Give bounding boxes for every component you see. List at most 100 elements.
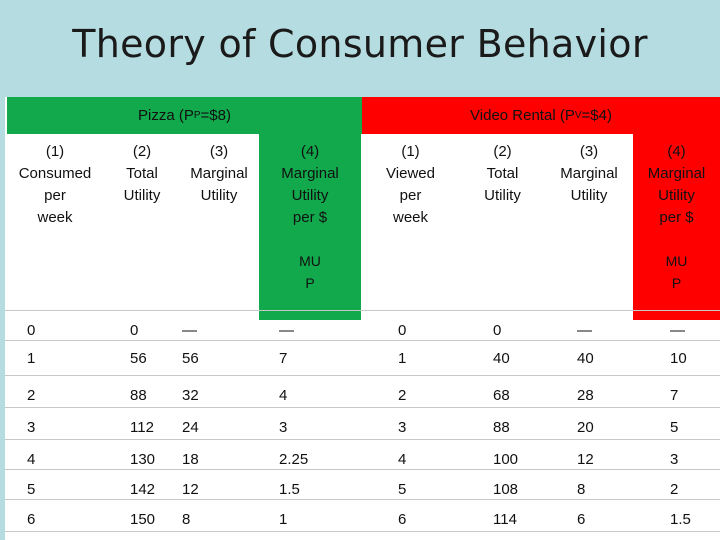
table-cell: 150: [130, 511, 156, 528]
table-cell: 108: [493, 481, 519, 498]
column-header-line: (3): [579, 143, 599, 160]
table-cell: 1.5: [670, 511, 691, 528]
table-cell: —: [182, 322, 197, 339]
column-header-line: Utility: [291, 187, 329, 204]
column-header-line: Viewed: [386, 165, 435, 182]
row-divider: [5, 439, 720, 440]
video-p-label: P: [671, 275, 682, 291]
table-cell: 28: [577, 387, 594, 404]
column-header-line: Utility: [484, 187, 521, 204]
column-header-line: Utility: [570, 187, 608, 204]
video-mu-label: MU: [665, 253, 688, 269]
table-cell: 0: [493, 322, 502, 339]
table-cell: 5: [27, 481, 36, 498]
video-header-rest: =$4): [581, 107, 612, 124]
table-cell: 88: [130, 387, 147, 404]
column-header-line: Marginal: [560, 165, 618, 182]
table-row: 2 88 32 4 2 68 28 7: [5, 380, 720, 411]
table-cell: 68: [493, 387, 510, 404]
table-cell: 1: [279, 511, 288, 528]
table-cell: —: [279, 322, 294, 339]
column-header-line: week: [37, 209, 73, 226]
table-cell: 114: [493, 511, 517, 528]
video-header-name: Video Rental (P: [470, 107, 575, 124]
column-header: (1) Consumed per week: [5, 141, 105, 229]
table-cell: 5: [398, 481, 407, 498]
table-cell: 6: [398, 511, 407, 528]
row-divider: [5, 340, 720, 341]
table-cell: 6: [577, 511, 586, 528]
pizza-mu-per-dollar-column: [259, 134, 361, 320]
table-cell: 112: [130, 419, 154, 436]
pizza-header-rest: =$8): [200, 107, 231, 124]
column-header-line: Utility: [658, 187, 695, 204]
video-header: Video Rental (P V =$4): [362, 97, 720, 134]
column-header: (2) Total Utility: [460, 141, 545, 207]
table-cell: 8: [577, 481, 586, 498]
table-cell: 6: [27, 511, 36, 528]
pizza-header-sub: P: [193, 110, 201, 121]
table-cell: 0: [130, 322, 139, 339]
column-header-line: per: [399, 187, 422, 204]
column-header-line: Total: [486, 165, 519, 182]
pizza-header-name: Pizza (P: [138, 107, 194, 124]
column-header-line: Utility: [123, 187, 161, 204]
column-header-line: per: [44, 187, 66, 204]
table-cell: 130: [130, 451, 156, 468]
table-cell: 10: [670, 350, 687, 367]
table-row: 4 130 18 2.25 4 100 12 3: [5, 444, 720, 475]
column-header-line: Utility: [200, 187, 238, 204]
table-row: 3 112 24 3 3 88 20 5: [5, 412, 720, 443]
column-header-line: week: [392, 209, 429, 226]
row-divider: [5, 310, 720, 311]
table-cell: 3: [670, 451, 679, 468]
table-cell: 3: [27, 419, 36, 436]
table-row: 6 150 8 1 6 114 6 1.5: [5, 504, 720, 535]
pizza-mu-label: MU: [299, 253, 321, 269]
row-divider: [5, 531, 720, 532]
column-header-line: Consumed: [18, 165, 92, 182]
table-cell: 4: [279, 387, 288, 404]
table-cell: 1: [398, 350, 407, 367]
column-header-line: Total: [126, 165, 158, 182]
table-cell: 2: [670, 481, 679, 498]
table-cell: 142: [130, 481, 156, 498]
table-cell: 56: [182, 350, 199, 367]
column-header-line: Marginal: [647, 165, 706, 182]
table-cell: 2.25: [279, 451, 309, 468]
column-header: (4) Marginal Utility per $: [633, 141, 720, 229]
column-header-line: Marginal: [190, 165, 248, 182]
table-cell: 0: [398, 322, 407, 339]
table-cell: 7: [279, 350, 288, 367]
table-cell: 3: [279, 419, 288, 436]
column-header-line: (2): [132, 143, 152, 160]
table-cell: 12: [577, 451, 594, 468]
column-header-line: (1): [401, 143, 420, 160]
table-cell: 56: [130, 350, 147, 367]
table-cell: 12: [182, 481, 199, 498]
utility-table: Pizza (P P =$8) Video Rental (P V =$4) (1) Co…: [5, 97, 720, 540]
table-cell: 1.5: [279, 481, 300, 498]
column-header-line: (2): [493, 143, 512, 160]
column-header-line: (3): [209, 143, 229, 160]
pizza-mu-p-label: MU P: [259, 250, 361, 294]
table-cell: 5: [670, 419, 679, 436]
video-header-sub: V: [574, 110, 582, 121]
pizza-p-label: P: [305, 275, 315, 291]
column-header-line: Marginal: [281, 165, 339, 182]
row-divider: [5, 375, 720, 376]
video-mu-per-dollar-column: [633, 134, 720, 320]
table-cell: 1: [27, 350, 36, 367]
column-header: (3) Marginal Utility: [545, 141, 633, 207]
column-header: (2) Total Utility: [105, 141, 179, 207]
pizza-header: Pizza (P P =$8): [7, 97, 362, 134]
table-cell: 3: [398, 419, 407, 436]
table-cell: 0: [27, 322, 36, 339]
table-cell: 40: [577, 350, 594, 367]
table-row: 0 0 — — 0 0 — —: [5, 315, 720, 346]
column-header: (1) Viewed per week: [361, 141, 460, 229]
table-cell: 4: [398, 451, 407, 468]
table-row: 1 56 56 7 1 40 40 10: [5, 343, 720, 374]
column-header: (4) Marginal Utility per $: [259, 141, 361, 229]
table-cell: 7: [670, 387, 679, 404]
